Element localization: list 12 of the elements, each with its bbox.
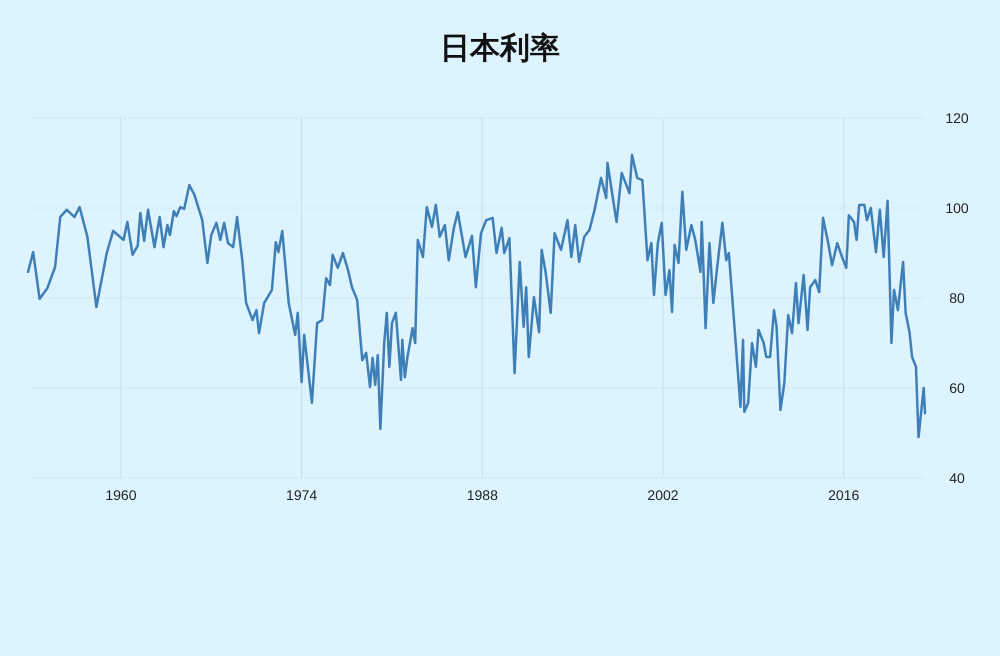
y-tick-label: 100 bbox=[945, 200, 969, 216]
y-tick-label: 120 bbox=[945, 110, 969, 126]
y-tick-label: 40 bbox=[949, 470, 965, 486]
y-tick-label: 60 bbox=[949, 380, 965, 396]
y-tick-label: 80 bbox=[949, 290, 965, 306]
x-tick-label: 1974 bbox=[286, 487, 318, 503]
x-tick-label: 1960 bbox=[105, 487, 137, 503]
x-tick-label: 2002 bbox=[647, 487, 679, 503]
x-tick-label: 2016 bbox=[828, 487, 860, 503]
chart-title: 日本利率 bbox=[440, 31, 560, 65]
line-series bbox=[26, 154, 926, 438]
x-tick-label: 1988 bbox=[466, 487, 498, 503]
